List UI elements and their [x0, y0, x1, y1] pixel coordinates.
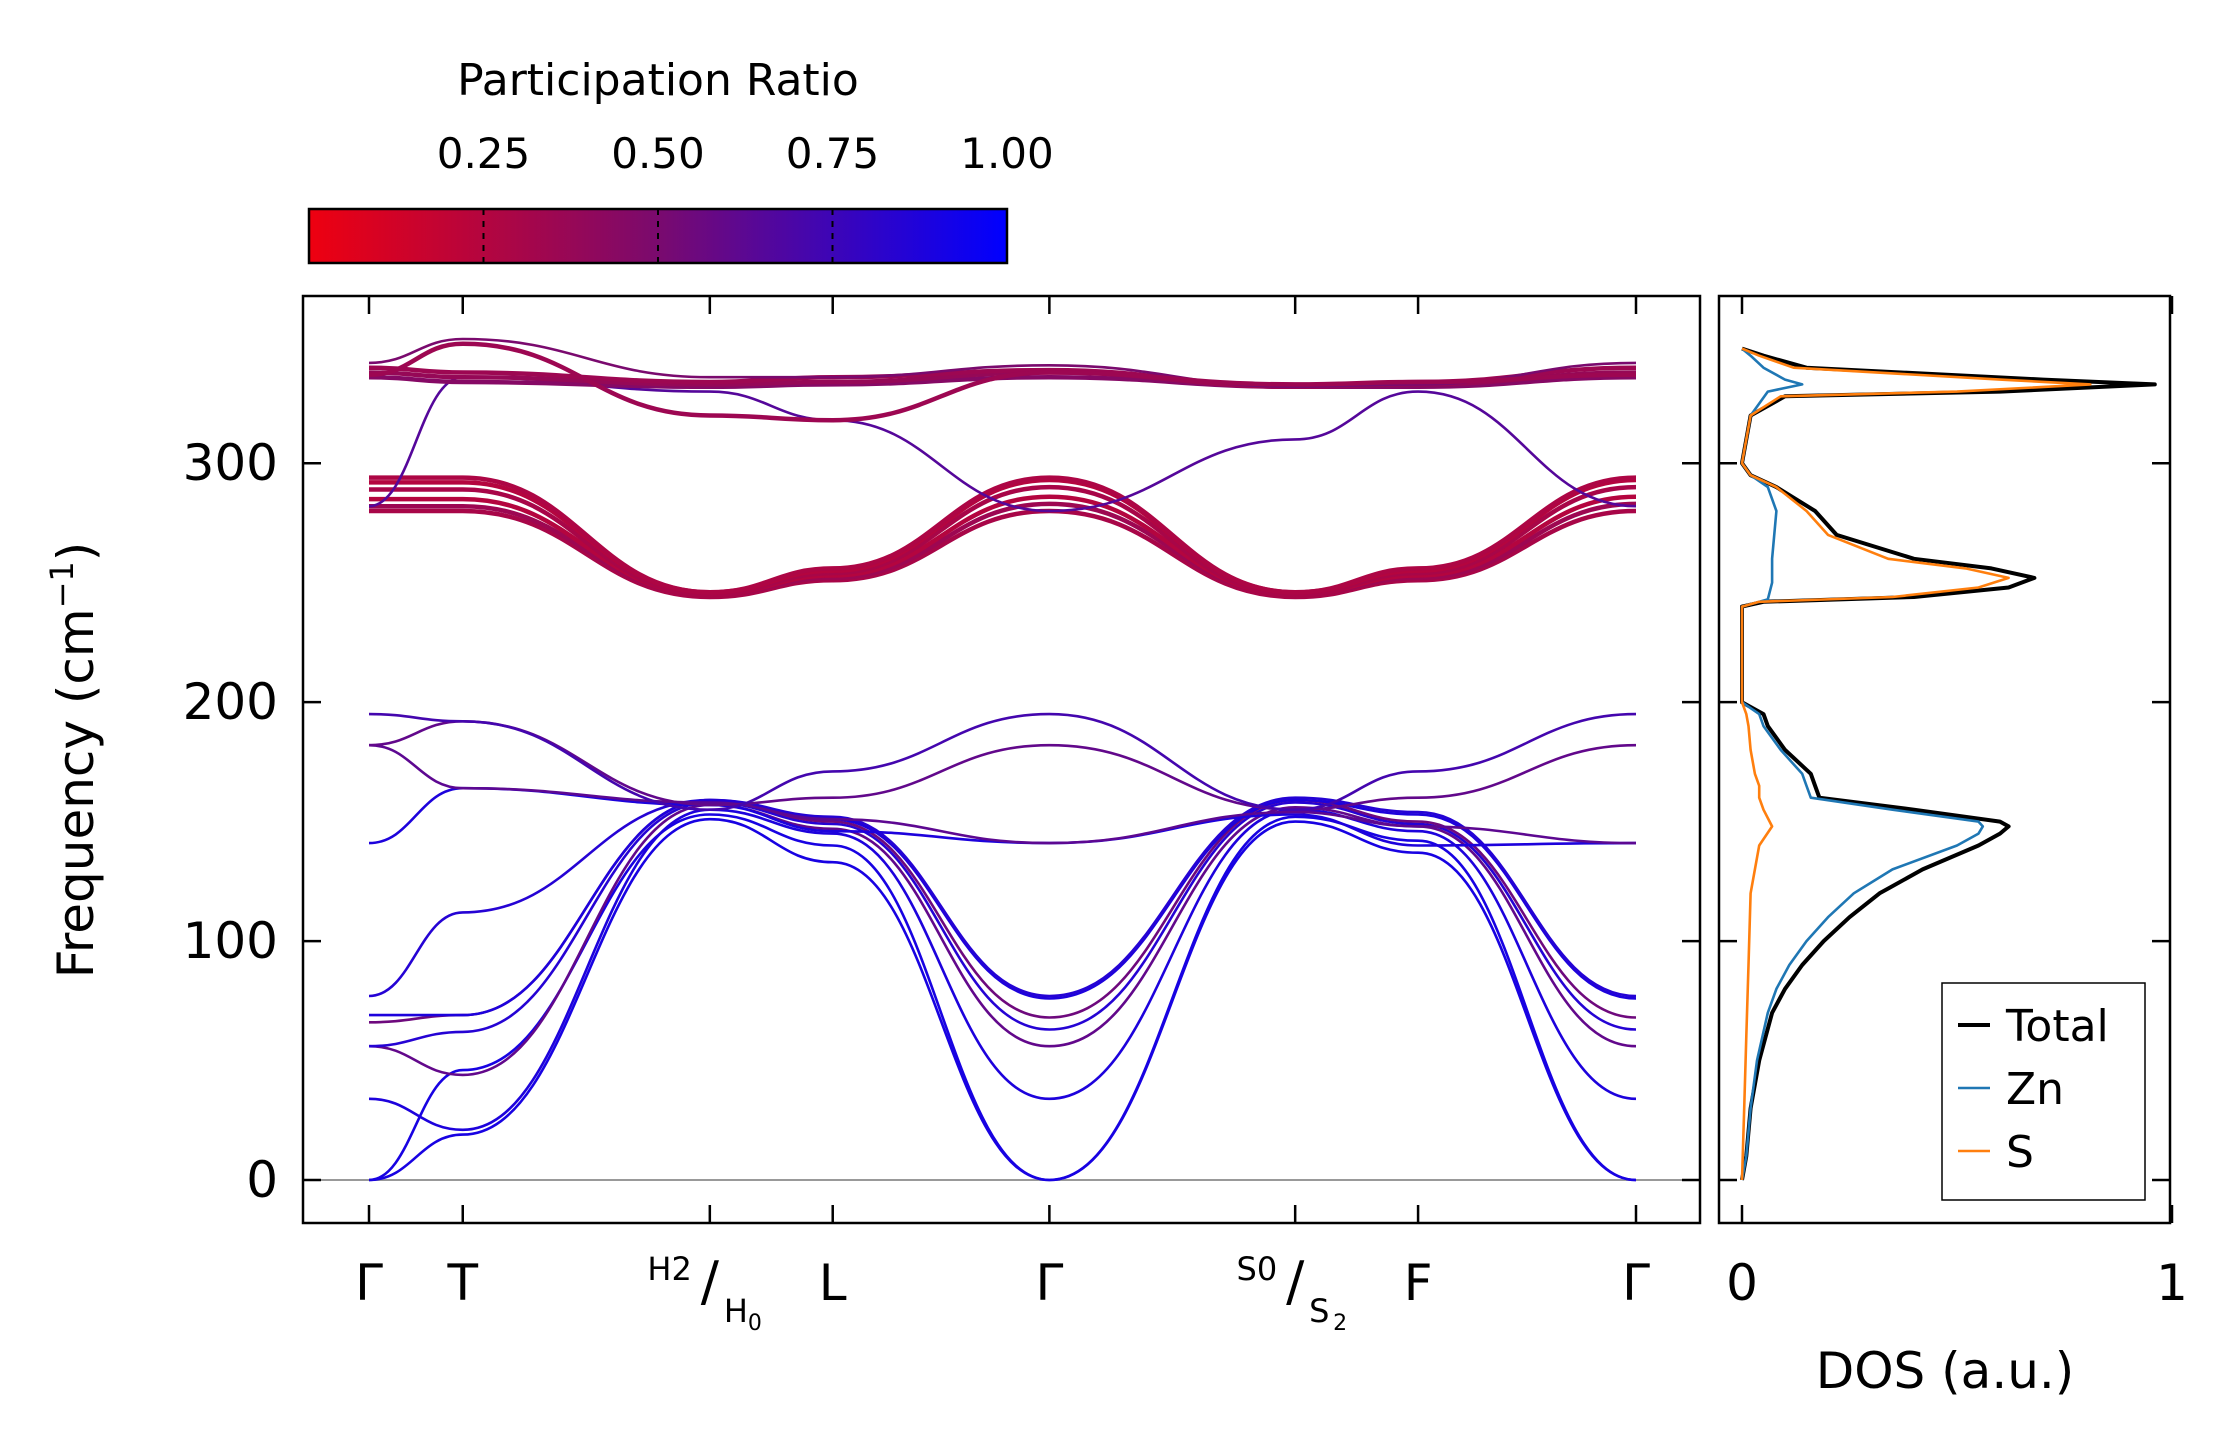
band-top-1: [368, 375, 1637, 513]
k-point-label-lower-index: 0: [748, 1311, 762, 1336]
colorbar-tick-label: 0.50: [611, 129, 705, 178]
k-point-label: L: [819, 1254, 847, 1312]
band-acoustic-7: [368, 798, 1637, 1017]
y-tick-label: 300: [183, 434, 278, 492]
y-axis-label: Frequency (cm−1): [43, 542, 105, 979]
k-point-label: Γ: [1035, 1254, 1063, 1312]
y-axis-ticks: 0 100 200 300: [183, 434, 2170, 1209]
band-mid-3: [368, 720, 1637, 811]
colorbar-tick-label: 1.00: [960, 129, 1054, 178]
k-point-label-slash: /: [701, 1250, 720, 1313]
legend-box: [1941, 982, 2146, 1201]
legend-label-s: S: [2006, 1127, 2034, 1178]
dos-plot-frame: [1717, 294, 2172, 1225]
band-top-2: [368, 374, 1637, 390]
legend-label-zn: Zn: [2006, 1064, 2064, 1115]
band-mid-2: [368, 743, 1637, 845]
y-tick-label: 200: [183, 673, 278, 731]
legend-label-total: Total: [2005, 1001, 2109, 1052]
band-opt-2: [369, 501, 1637, 597]
k-point-label-upper: H2: [647, 1250, 691, 1288]
band-plot-frame: [301, 294, 1702, 1225]
dos-x-axis-label: DOS (a.u.): [1816, 1342, 2075, 1400]
k-point-label: T: [446, 1254, 478, 1312]
dos-x-tick-label: 1: [2156, 1254, 2188, 1312]
y-axis-label-text: Frequency (cm: [47, 608, 105, 978]
k-point-ticks: Γ T H2/H 0L Γ S0/S 2F Γ: [355, 296, 1650, 1336]
colorbar-tick-label: 0.75: [786, 129, 880, 178]
band-opt-1: [369, 508, 1637, 600]
band-acoustic-8: [368, 796, 1637, 998]
band-acoustic-5: [368, 801, 1637, 1048]
band-acoustic-2: [368, 813, 1637, 1182]
dos-legend: Total Zn S: [1941, 982, 2146, 1201]
y-tick-label: 100: [183, 912, 278, 970]
band-opt-4: [369, 484, 1637, 597]
band-top-5: [368, 337, 1637, 389]
colorbar-tick-label: 0.25: [437, 129, 531, 178]
band-opt-3: [369, 494, 1637, 597]
band-acoustic-3: [368, 808, 1637, 1132]
k-point-label-lower: H: [724, 1292, 748, 1330]
y-tick-label: 0: [246, 1151, 278, 1209]
y-axis-label-close: ): [47, 542, 105, 562]
phonon-bands: [368, 337, 1637, 1182]
k-point-label: Γ: [1622, 1254, 1650, 1312]
band-top-6: [368, 341, 1637, 423]
colorbar-ticks: 0.25 0.50 0.75 1.00: [437, 129, 1054, 263]
k-point-label-lower-index: 2: [1333, 1311, 1347, 1336]
dos-x-tick-label: 0: [1726, 1254, 1758, 1312]
k-point-label-split: S0/S 2: [1237, 1250, 1348, 1336]
colorbar-label: Participation Ratio: [457, 55, 859, 106]
band-mid-4: [368, 712, 1637, 811]
k-point-label: F: [1404, 1254, 1433, 1312]
k-point-label-upper: S0: [1237, 1250, 1278, 1288]
k-point-label-lower: S: [1309, 1292, 1329, 1330]
y-axis-label-exponent: −1: [43, 561, 81, 608]
dos-curves: [1740, 346, 2157, 1181]
k-point-label: Γ: [355, 1254, 383, 1312]
k-point-label-split: H2 /H 0: [647, 1250, 761, 1336]
colorbar: Participation Ratio 0.25 0.50 0.75 1.00: [307, 55, 1054, 265]
dos-curve-s: [1740, 347, 2092, 1181]
k-point-label-slash: /: [1286, 1250, 1305, 1313]
